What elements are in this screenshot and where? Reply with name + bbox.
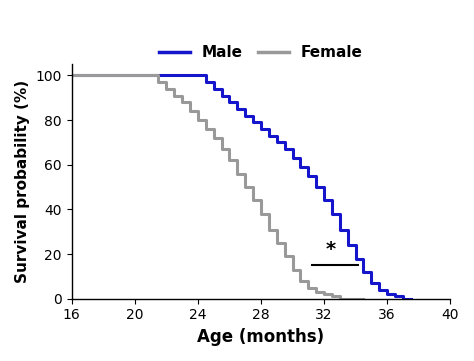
Female [203,118,209,122]
Female [298,268,303,272]
Line: Female: Female [72,75,364,299]
Female [235,171,240,176]
Legend: Male, Female: Male, Female [153,39,369,66]
Female [148,73,154,78]
Male [69,73,74,78]
Female [69,73,74,78]
Text: *: * [325,240,336,258]
Male [195,73,201,78]
Male [337,227,343,232]
Male [203,73,209,78]
Male [400,296,406,301]
Male [345,227,351,232]
Female [290,268,295,272]
X-axis label: Age (months): Age (months) [197,328,325,346]
Y-axis label: Survival probability (%): Survival probability (%) [15,80,30,283]
Line: Male: Male [72,75,411,299]
Male [408,296,414,301]
Female [361,296,366,301]
Female [337,296,343,301]
Male [250,113,256,118]
Female [155,73,161,78]
Male [282,147,287,151]
